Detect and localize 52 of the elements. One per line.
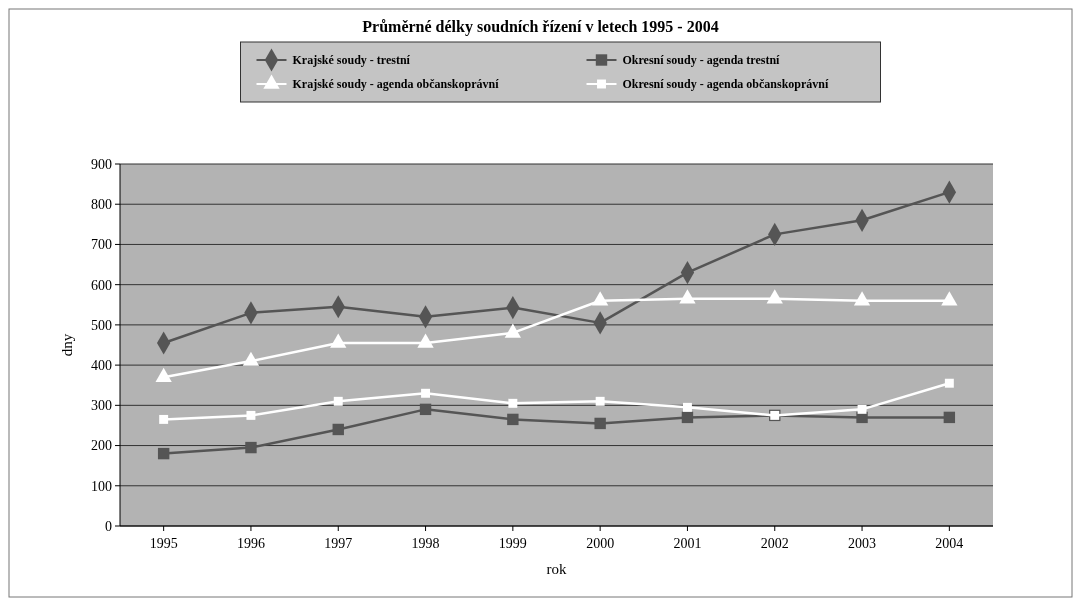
point: [941, 291, 958, 306]
point: [330, 333, 347, 348]
x-tick-label: 2003: [848, 536, 877, 551]
x-tick-label: 2001: [673, 536, 702, 551]
chart-title: Průměrné délky soudních řízení v letech 1995 - 2004: [362, 18, 719, 36]
point: [594, 417, 606, 430]
point: [592, 291, 609, 306]
point: [679, 289, 696, 304]
point: [766, 289, 783, 304]
point: [857, 404, 867, 414]
legend-label: Krajské soudy - agenda občanskoprávní: [292, 77, 500, 91]
y-tick-label: 500: [91, 317, 112, 333]
y-tick-label: 800: [91, 197, 112, 213]
x-tick-label: 1999: [498, 536, 527, 551]
y-tick-label: 700: [91, 237, 112, 253]
point: [853, 291, 871, 306]
legend-label: Okresní soudy - agenda občanskoprávní: [622, 77, 829, 91]
y-tick-label: 400: [91, 358, 112, 374]
y-tick-label: 600: [91, 277, 112, 293]
x-tick-label: 1998: [411, 536, 440, 551]
point: [417, 333, 434, 348]
y-tick-label: 300: [91, 398, 112, 414]
x-tick-label: 1995: [149, 536, 178, 551]
x-tick-label: 2002: [760, 536, 789, 551]
x-tick-label: 2000: [586, 536, 615, 551]
x-tick-label: 2004: [935, 536, 964, 551]
point: [419, 403, 432, 416]
x-tick-label: 1996: [236, 536, 265, 551]
point: [157, 447, 170, 460]
legend-label: Krajské soudy - trestní: [292, 53, 411, 67]
legend-label: Okresní soudy - agenda trestní: [622, 53, 781, 67]
point: [595, 396, 605, 406]
point: [333, 396, 343, 406]
point: [332, 423, 344, 436]
point: [508, 398, 518, 408]
point: [943, 411, 956, 424]
y-axis-title: dny: [59, 333, 75, 357]
point: [159, 414, 169, 424]
point: [246, 410, 256, 420]
point: [682, 402, 692, 412]
y-tick-label: 0: [105, 518, 112, 534]
point: [245, 441, 257, 454]
point: [944, 378, 954, 388]
x-axis-title: rok: [546, 561, 567, 577]
point: [421, 388, 431, 398]
y-tick-label: 200: [91, 438, 112, 454]
point: [507, 413, 519, 426]
y-tick-label: 900: [91, 156, 112, 172]
point: [504, 323, 521, 338]
y-tick-label: 100: [91, 478, 112, 494]
x-tick-label: 1997: [324, 536, 353, 551]
point: [681, 411, 694, 424]
